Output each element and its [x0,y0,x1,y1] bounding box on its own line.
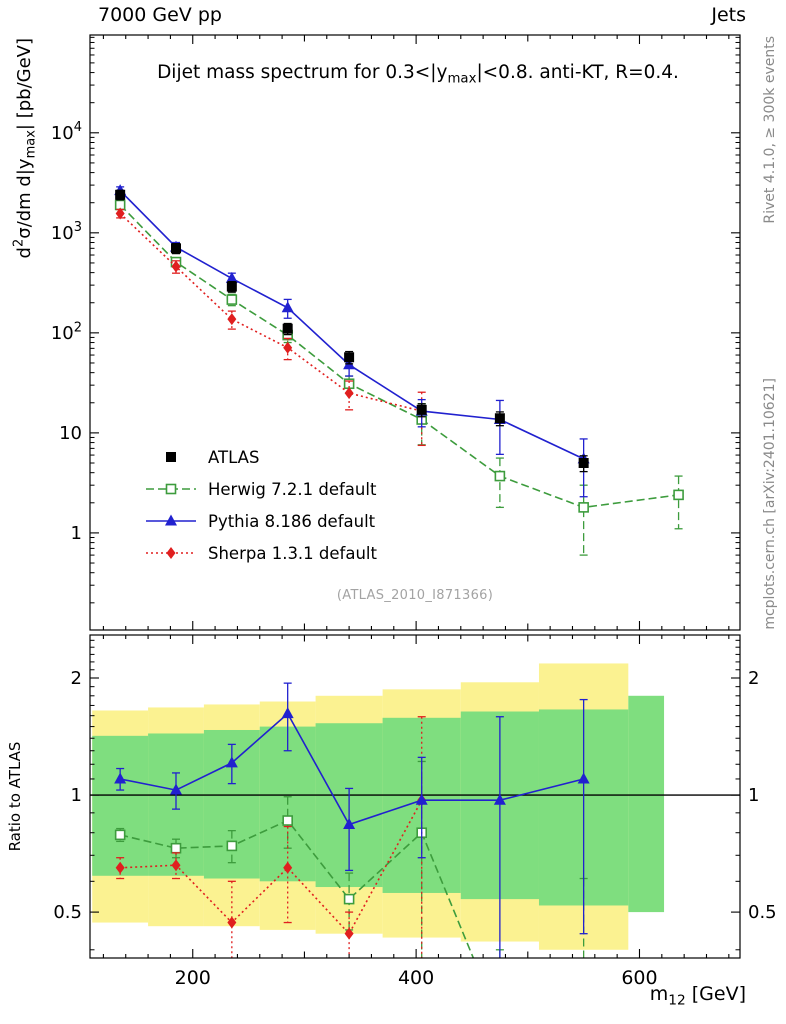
inner-uncertainty-band-bin [628,695,665,913]
ratio-uncertainty-bands [92,663,665,950]
ratio-y-axis-label: Ratio to ATLAS [6,742,24,852]
legend-label-sherpa: Sherpa 1.3.1 default [208,544,378,563]
ratio-y-tick-label: 2 [71,668,82,689]
series-pythia-ratio [114,682,590,958]
series-sherpa-ratio [115,716,427,958]
main-panel-frame [89,34,741,631]
ratio-panel-frame [89,634,741,959]
inner-uncertainty-band-bin [92,735,149,876]
legend-item-atlas: ATLAS [166,448,259,467]
legend: ATLAS Herwig 7.2.1 default Pythia 8.186 de… [146,448,378,563]
ratio-y-tick-label-right: 0.5 [748,902,777,923]
header-analysis-group: Jets [711,4,746,26]
main-y-axis-label: d2σ/dm d|ymax| [pb/GeV] [11,38,38,258]
series-line-sherpa-ratio [120,799,423,936]
series-line-sherpa-main [119,212,422,412]
series-line-pythia-ratio [120,712,584,826]
series-herwig-main [114,199,684,556]
main-y-tick-label: 1 [71,523,82,544]
series-line-pythia-main [119,190,584,460]
ratio-y-tick-label: 0.5 [53,902,82,923]
x-tick-label: 400 [398,967,434,989]
series-line-herwig-ratio [120,819,475,958]
series-pythia-main [114,184,590,498]
legend-item-sherpa: Sherpa 1.3.1 default [146,544,378,563]
x-axis-label: m12 [GeV] [650,983,746,1009]
main-y-tick-label: 103 [51,220,82,244]
x-tick-label: 200 [175,967,211,989]
legend-label-pythia: Pythia 8.186 default [208,512,376,531]
legend-label-herwig: Herwig 7.2.1 default [208,480,377,499]
ratio-y-tick-label-right: 1 [748,785,759,806]
series-atlas-main [115,189,589,473]
series-layer-main [114,184,684,556]
main-y-tick-label: 10 [59,423,82,444]
series-sherpa-main [115,207,427,447]
series-line-herwig-main [119,204,679,509]
ratio-y-tick-label: 1 [71,785,82,806]
series-layer-ratio [114,682,590,958]
header-beam-energy: 7000 GeV pp [98,4,222,26]
main-y-tick-label: 102 [51,320,82,344]
main-y-tick-label: 104 [51,120,82,144]
legend-label-atlas: ATLAS [208,448,259,467]
analysis-watermark: (ATLAS_2010_I871366) [336,588,494,603]
legend-item-pythia: Pythia 8.186 default [146,512,376,531]
legend-item-herwig: Herwig 7.2.1 default [146,480,377,499]
x-tick-label: 600 [621,967,657,989]
ratio-y-tick-label-right: 2 [748,668,759,689]
plot-title: Dijet mass spectrum for 0.3<|ymax|<0.8. … [157,62,679,86]
